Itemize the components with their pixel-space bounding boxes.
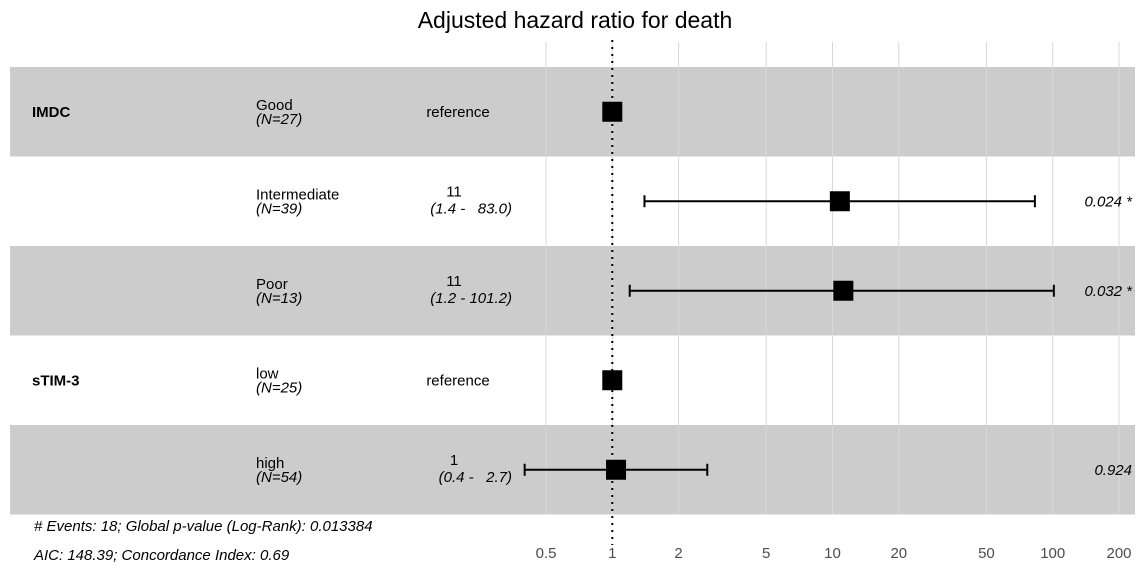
variable-label: sTIM-3 — [32, 372, 80, 389]
n-label: (N=39) — [256, 200, 302, 217]
estimate-label: reference — [426, 104, 489, 121]
n-label: (N=27) — [256, 111, 302, 128]
hazard-ratio-marker — [829, 191, 850, 212]
x-axis-ticks: 0.5 1 2 5 10 20 50 100 200 — [536, 545, 1132, 562]
hazard-ratio-marker — [833, 280, 854, 301]
n-label: (N=25) — [256, 379, 302, 396]
p-value-label: 0.924 — [1094, 462, 1132, 479]
level-label: high — [256, 455, 284, 472]
x-tick-label: 20 — [890, 545, 907, 562]
estimate-label: 11 — [446, 183, 462, 200]
ci-label: (1.4 - 83.0) — [430, 200, 512, 217]
x-tick-label: 50 — [978, 545, 995, 562]
hazard-ratio-marker — [602, 101, 623, 122]
variable-label: IMDC — [32, 104, 70, 121]
level-label: Intermediate — [256, 186, 339, 203]
footnote-aic: AIC: 148.39; Concordance Index: 0.69 — [33, 547, 290, 564]
ci-label: (0.4 - 2.7) — [439, 469, 512, 486]
estimate-label: 11 — [446, 273, 462, 290]
x-tick-label: 1 — [608, 545, 616, 562]
hazard-ratio-marker — [606, 459, 627, 480]
chart-title: Adjusted hazard ratio for death — [418, 7, 733, 33]
x-tick-label: 2 — [674, 545, 682, 562]
estimate-label: 1 — [450, 452, 458, 469]
n-label: (N=54) — [256, 469, 302, 486]
x-tick-label: 10 — [824, 545, 841, 562]
estimate-marks — [523, 101, 1055, 480]
level-label: Good — [256, 97, 293, 114]
n-label: (N=13) — [256, 290, 302, 307]
ci-label: (1.2 - 101.2) — [430, 290, 512, 307]
x-tick-label: 200 — [1106, 545, 1131, 562]
level-label: Poor — [256, 276, 288, 293]
x-tick-label: 5 — [762, 545, 770, 562]
hazard-ratio-marker — [602, 370, 623, 391]
row-labels: IMDC Good(N=27) reference Intermediate(N=39… — [32, 97, 1133, 486]
footnote-events: # Events: 18; Global p-value (Log-Rank):… — [34, 518, 373, 535]
row-band — [10, 67, 1135, 157]
p-value-label: 0.024 * — [1084, 193, 1133, 210]
x-tick-label: 0.5 — [536, 545, 557, 562]
estimate-label: reference — [426, 372, 489, 389]
x-tick-label: 100 — [1040, 545, 1065, 562]
level-label: low — [256, 365, 279, 382]
p-value-label: 0.032 * — [1084, 283, 1133, 300]
